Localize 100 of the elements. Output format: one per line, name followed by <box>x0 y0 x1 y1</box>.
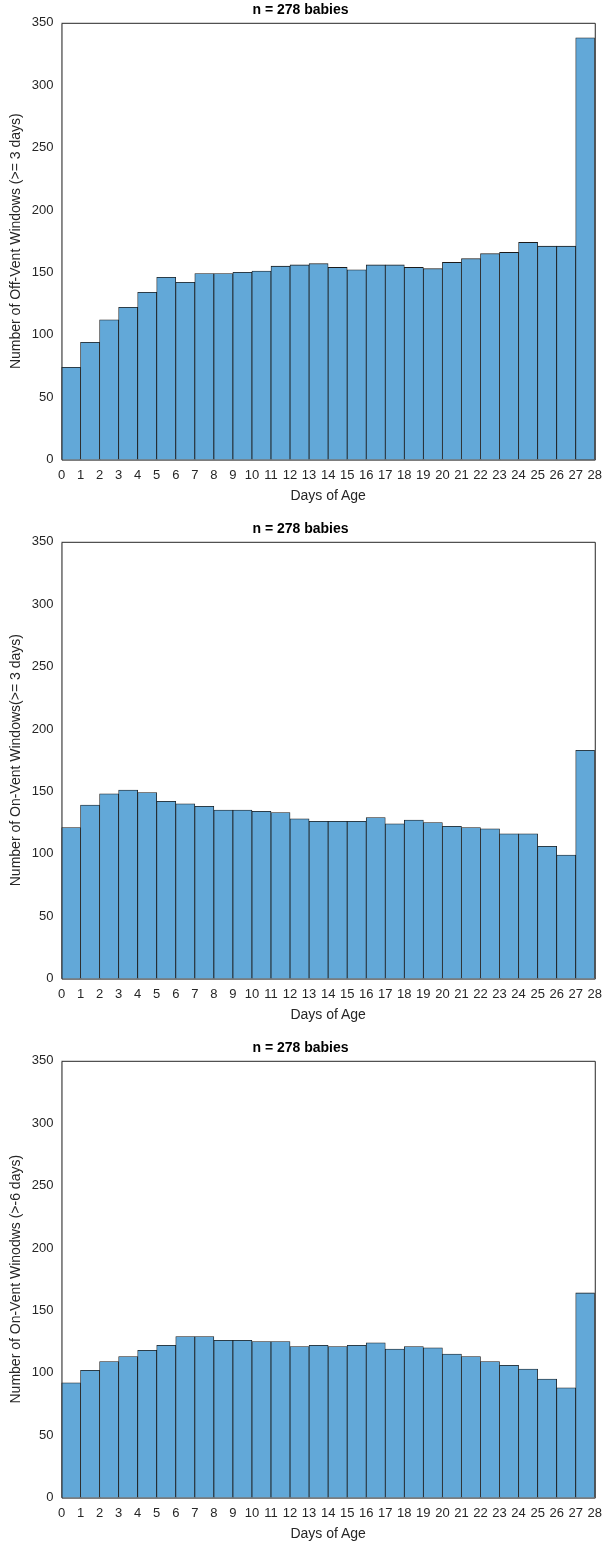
x-tick-label: 15 <box>339 985 355 1001</box>
x-tick-label: 14 <box>320 1504 336 1520</box>
x-tick-label: 24 <box>511 1504 526 1520</box>
x-tick-label: 0 <box>57 466 66 482</box>
chart-title: n = 278 babies <box>252 520 349 537</box>
x-tick-label: 10 <box>244 985 260 1001</box>
x-tick-label: 3 <box>115 466 123 482</box>
x-tick-label: 13 <box>301 466 317 482</box>
x-tick-label: 11 <box>264 466 278 482</box>
x-tick-label: 6 <box>172 1504 180 1520</box>
x-tick-label: 14 <box>320 985 336 1001</box>
y-axis-title: Number of On-Vent Winodws (>-6 days) <box>7 1154 24 1404</box>
x-tick-label: 16 <box>358 1504 374 1520</box>
y-tick-label: 300 <box>31 76 54 92</box>
x-tick-label: 2 <box>95 1504 104 1520</box>
x-tick-label: 15 <box>339 1504 355 1520</box>
x-tick-label: 22 <box>473 1504 488 1520</box>
x-tick-label: 0 <box>57 1504 66 1520</box>
x-axis-title: Days of Age <box>290 487 367 504</box>
y-axis-title: Number of On-Vent Windows(>= 3 days) <box>7 634 24 887</box>
x-tick-label: 19 <box>416 1504 431 1520</box>
y-tick-label: 150 <box>31 1301 54 1317</box>
x-tick-label: 7 <box>191 985 199 1001</box>
x-tick-label: 23 <box>492 466 507 482</box>
x-tick-label: 1 <box>76 985 85 1001</box>
x-axis-title: Days of Age <box>290 1006 367 1023</box>
x-tick-label: 15 <box>339 466 355 482</box>
x-tick-label: 12 <box>282 466 298 482</box>
chart-title: n = 278 babies <box>252 1039 349 1056</box>
y-tick-label: 200 <box>31 1239 54 1255</box>
x-tick-label: 13 <box>301 1504 317 1520</box>
x-tick-label: 1 <box>76 1504 85 1520</box>
x-tick-label: 19 <box>416 466 431 482</box>
y-tick-label: 350 <box>31 14 54 30</box>
x-tick-label: 20 <box>435 985 450 1001</box>
x-tick-label: 8 <box>210 985 218 1001</box>
x-tick-label: 22 <box>473 985 488 1001</box>
x-tick-label: 8 <box>210 466 218 482</box>
x-axis-title: Days of Age <box>290 1525 367 1542</box>
x-tick-label: 10 <box>244 1504 260 1520</box>
y-tick-label: 300 <box>31 1114 54 1130</box>
x-tick-label: 4 <box>134 466 142 482</box>
x-tick-label: 18 <box>397 1504 412 1520</box>
x-tick-label: 8 <box>210 1504 218 1520</box>
x-tick-label: 20 <box>435 1504 450 1520</box>
x-tick-label: 22 <box>473 466 488 482</box>
y-tick-label: 200 <box>31 720 54 736</box>
x-tick-label: 28 <box>587 985 602 1001</box>
x-tick-label: 17 <box>378 1504 393 1520</box>
x-tick-label: 4 <box>134 1504 142 1520</box>
x-tick-label: 28 <box>587 466 602 482</box>
y-tick-label: 0 <box>46 1489 54 1505</box>
y-tick-label: 250 <box>31 658 54 674</box>
x-tick-label: 11 <box>264 985 278 1001</box>
x-tick-label: 6 <box>172 466 180 482</box>
x-tick-label: 25 <box>530 466 545 482</box>
x-tick-label: 24 <box>511 985 526 1001</box>
x-tick-label: 18 <box>397 466 412 482</box>
y-tick-label: 350 <box>31 1052 54 1068</box>
x-tick-label: 7 <box>191 466 199 482</box>
x-tick-label: 17 <box>378 985 393 1001</box>
x-tick-label: 16 <box>358 985 374 1001</box>
x-tick-label: 24 <box>511 466 526 482</box>
y-tick-label: 250 <box>31 139 54 155</box>
x-tick-label: 25 <box>530 1504 545 1520</box>
x-tick-label: 10 <box>244 466 260 482</box>
x-tick-label: 17 <box>378 466 393 482</box>
x-tick-label: 5 <box>153 1504 161 1520</box>
x-tick-label: 4 <box>134 985 142 1001</box>
x-tick-label: 23 <box>492 985 507 1001</box>
y-tick-label: 200 <box>31 201 54 217</box>
y-tick-label: 50 <box>39 388 54 404</box>
x-tick-label: 23 <box>492 1504 507 1520</box>
x-tick-label: 9 <box>229 466 237 482</box>
y-tick-label: 300 <box>31 595 54 611</box>
x-tick-label: 12 <box>282 1504 298 1520</box>
x-tick-label: 3 <box>115 1504 123 1520</box>
x-tick-label: 1 <box>76 466 85 482</box>
x-tick-label: 27 <box>568 1504 583 1520</box>
x-tick-label: 13 <box>301 985 317 1001</box>
x-tick-label: 3 <box>115 985 123 1001</box>
y-tick-label: 250 <box>31 1177 54 1193</box>
x-tick-label: 20 <box>435 466 450 482</box>
x-tick-label: 11 <box>264 1504 278 1520</box>
x-tick-label: 12 <box>282 985 298 1001</box>
y-tick-label: 50 <box>39 907 54 923</box>
x-tick-label: 27 <box>568 466 583 482</box>
x-tick-label: 18 <box>397 985 412 1001</box>
x-tick-label: 5 <box>153 985 161 1001</box>
x-tick-label: 14 <box>320 466 336 482</box>
x-tick-label: 19 <box>416 985 431 1001</box>
y-tick-label: 50 <box>39 1426 54 1442</box>
x-tick-label: 16 <box>358 466 374 482</box>
y-tick-label: 150 <box>31 263 54 279</box>
y-tick-label: 350 <box>31 533 54 549</box>
x-tick-label: 26 <box>549 466 564 482</box>
x-tick-label: 6 <box>172 985 180 1001</box>
x-tick-label: 2 <box>95 985 104 1001</box>
x-tick-label: 21 <box>454 466 469 482</box>
x-tick-label: 21 <box>454 1504 469 1520</box>
